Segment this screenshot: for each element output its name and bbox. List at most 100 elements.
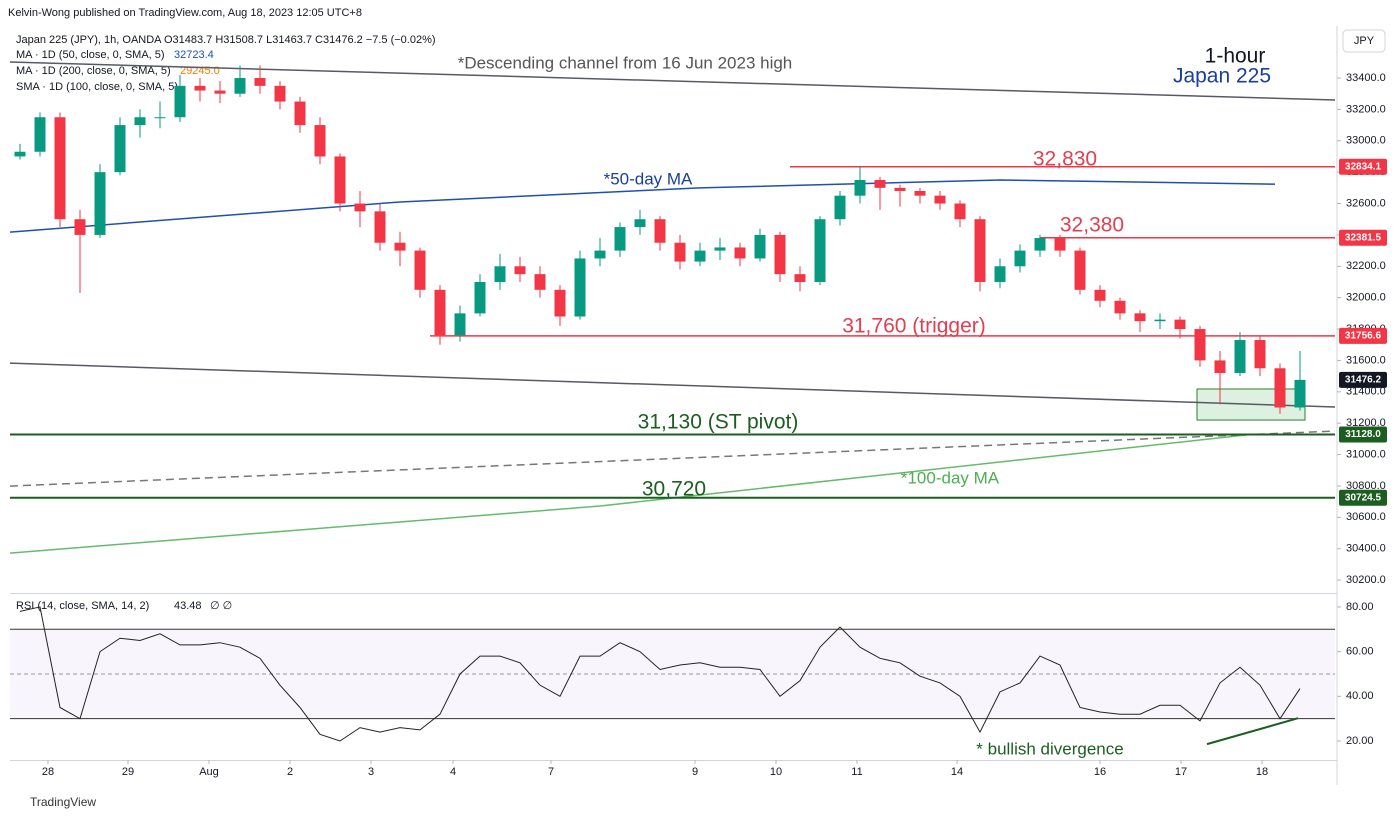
candle-body xyxy=(974,219,986,282)
annotation: Japan 225 xyxy=(1173,65,1271,88)
x-tick-label: 16 xyxy=(1094,766,1106,778)
x-tick-label: 17 xyxy=(1175,766,1187,778)
y-tick-label: 33400.0 xyxy=(1346,72,1386,84)
currency[interactable]: JPY xyxy=(1354,35,1375,47)
price-tag xyxy=(1339,489,1387,506)
candle-body xyxy=(1134,313,1146,322)
y-tick-label: 30600.0 xyxy=(1346,511,1386,523)
rsi-tick-label: 80.00 xyxy=(1346,601,1374,613)
candle-body xyxy=(994,266,1006,282)
candle-body xyxy=(394,242,406,251)
y-tick-label: 30200.0 xyxy=(1346,574,1386,586)
consolidation-box xyxy=(1196,388,1306,421)
y-tick-label: 33000.0 xyxy=(1346,135,1386,147)
x-tick-label: 7 xyxy=(548,766,554,778)
line-series xyxy=(9,430,1336,487)
candle-body xyxy=(354,203,366,212)
candle-body xyxy=(1034,238,1046,251)
candle-body xyxy=(614,227,626,251)
candle-body xyxy=(594,250,606,259)
legend-ma200: MA · 1D (200, close, 0, SMA, 5) xyxy=(16,65,171,77)
candle-body xyxy=(1114,300,1126,314)
candle-body xyxy=(1194,329,1206,361)
x-tick-label: 2 xyxy=(287,766,293,778)
x-tick-label: 14 xyxy=(951,766,963,778)
annotation: 32,830 xyxy=(1033,148,1097,171)
price-tag-label: 32834.1 xyxy=(1345,161,1382,172)
price-tag xyxy=(1339,426,1387,443)
candle-body xyxy=(1154,319,1166,322)
annotation: *Descending channel from 16 Jun 2023 hig… xyxy=(458,53,793,72)
y-tick-label: 31200.0 xyxy=(1346,417,1386,429)
price-tag-label: 31128.0 xyxy=(1345,429,1381,440)
x-tick-label: 9 xyxy=(692,766,698,778)
candle-body xyxy=(534,274,546,290)
candle-body xyxy=(894,187,906,191)
rsi-legend: RSI (14, close, SMA, 14, 2) xyxy=(16,600,149,612)
x-tick-label: 29 xyxy=(122,766,134,778)
price-tag xyxy=(1339,327,1387,344)
price-tag xyxy=(1339,158,1387,175)
rsi-legend-value: 43.48 xyxy=(174,600,202,612)
candle-body xyxy=(174,85,186,118)
y-tick-label: 31400.0 xyxy=(1346,386,1386,398)
y-tick-label: 30400.0 xyxy=(1346,543,1386,555)
candle-body xyxy=(554,289,566,317)
divergence-line xyxy=(1206,717,1299,746)
y-tick-label: 31600.0 xyxy=(1346,354,1386,366)
y-tick-label: 32200.0 xyxy=(1346,260,1386,272)
x-tick-label: Aug xyxy=(199,766,219,778)
x-tick-label: 11 xyxy=(851,766,862,778)
candle-body xyxy=(434,289,446,336)
candle-body xyxy=(694,250,706,262)
y-tick-label: 33200.0 xyxy=(1346,103,1386,115)
candle-body xyxy=(454,313,466,336)
candle-body xyxy=(114,125,126,173)
legend-ma50: MA · 1D (50, close, 0, SMA, 5) xyxy=(16,49,165,61)
candle-body xyxy=(1094,289,1106,301)
candle-body xyxy=(134,117,146,126)
candle-body xyxy=(734,247,746,259)
candle-body xyxy=(1214,360,1226,373)
price-tag-label: 30724.5 xyxy=(1345,492,1382,503)
rsi-tick-label: 60.00 xyxy=(1346,646,1374,658)
candle-body xyxy=(514,266,526,275)
line-series xyxy=(9,433,1251,554)
price-tag-label: 31756.6 xyxy=(1345,330,1382,341)
currency-button[interactable] xyxy=(1342,29,1386,53)
y-tick-label: 31000.0 xyxy=(1346,448,1386,460)
legend-sma100: SMA · 1D (100, close, 0, SMA, 5) xyxy=(16,81,178,93)
candle-body xyxy=(1234,340,1246,373)
candle-body xyxy=(94,172,106,235)
candle-body xyxy=(414,250,426,290)
annotation: *50-day MA xyxy=(604,169,693,188)
candle-body xyxy=(14,151,26,157)
candle-body xyxy=(914,190,926,196)
x-tick-label: 4 xyxy=(450,766,456,778)
candle-body xyxy=(774,234,786,275)
candle-body xyxy=(1054,238,1066,251)
price-tag-label: 32381.5 xyxy=(1345,232,1382,243)
annotations: 1-hour Japan 225 *Descending channel fro… xyxy=(458,45,1271,759)
candle-body xyxy=(274,85,286,102)
candle-body xyxy=(1294,379,1306,408)
candle-body xyxy=(874,179,886,188)
candle-body xyxy=(254,78,266,86)
y-tick-label: 32600.0 xyxy=(1346,197,1386,209)
annotation: 1-hour xyxy=(1205,45,1266,68)
candle-body xyxy=(1174,319,1186,330)
candle-body xyxy=(374,211,386,243)
candle-body xyxy=(1274,368,1286,408)
legend-ma50-value: 32723.4 xyxy=(174,49,214,61)
candle-body xyxy=(814,219,826,282)
candle-body xyxy=(654,219,666,243)
candle-body xyxy=(234,78,246,94)
candle-body xyxy=(834,195,846,220)
candle-body xyxy=(1014,250,1026,267)
annotation: *100-day MA xyxy=(901,468,1000,487)
candle-body xyxy=(854,179,866,196)
candle-body xyxy=(1254,340,1266,369)
